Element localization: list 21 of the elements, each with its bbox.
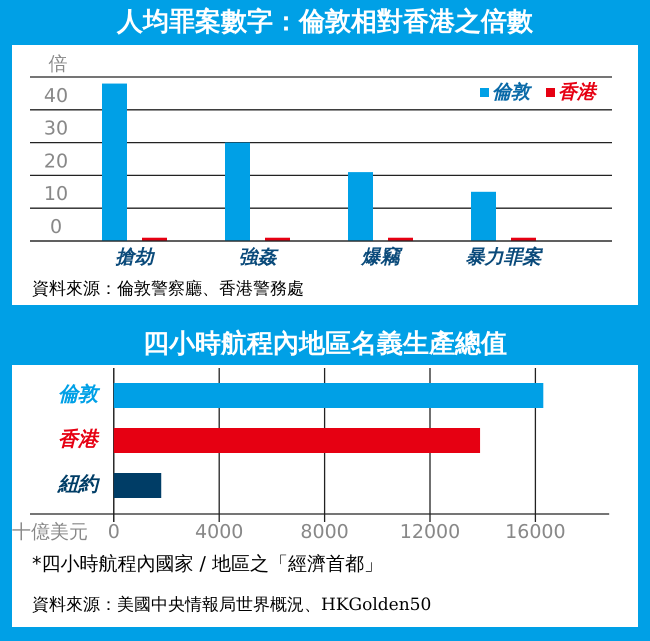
y-tick-label: 香港	[58, 426, 100, 451]
x-tick-label: 12000	[400, 521, 460, 544]
chart-title: 四小時航程內地區名義生產總值	[143, 329, 507, 360]
x-tick-label: 16000	[505, 521, 566, 544]
y-tick-label: 紐約	[56, 472, 100, 496]
y-tick-label: 倫敦	[58, 382, 101, 406]
x-tick-label: 爆竊	[360, 246, 404, 268]
x-tick-label: 4000	[195, 521, 244, 544]
source-note: 資料來源：美國中央情報局世界概況、HKGolden50	[32, 595, 432, 616]
x-axis-title: 十億美元	[12, 521, 88, 544]
x-tick-label: 0	[108, 521, 120, 544]
x-tick-label: 搶劫	[114, 246, 156, 268]
y-axis-title: 倍	[48, 53, 68, 76]
x-tick-label: 8000	[300, 521, 349, 544]
x-tick-label: 暴力罪案	[466, 246, 544, 268]
x-tick-label: 強姦	[238, 246, 280, 268]
source-note: 資料來源：倫敦警察廳、香港警務處	[32, 279, 304, 300]
text: *四小時航程內國家 / 地區之「經濟首都」	[32, 553, 383, 576]
legend-label: 香港	[558, 81, 598, 104]
legend-label: 倫敦	[492, 81, 533, 104]
chart-title: 人均罪案數字：倫敦相對香港之倍數	[116, 7, 534, 38]
